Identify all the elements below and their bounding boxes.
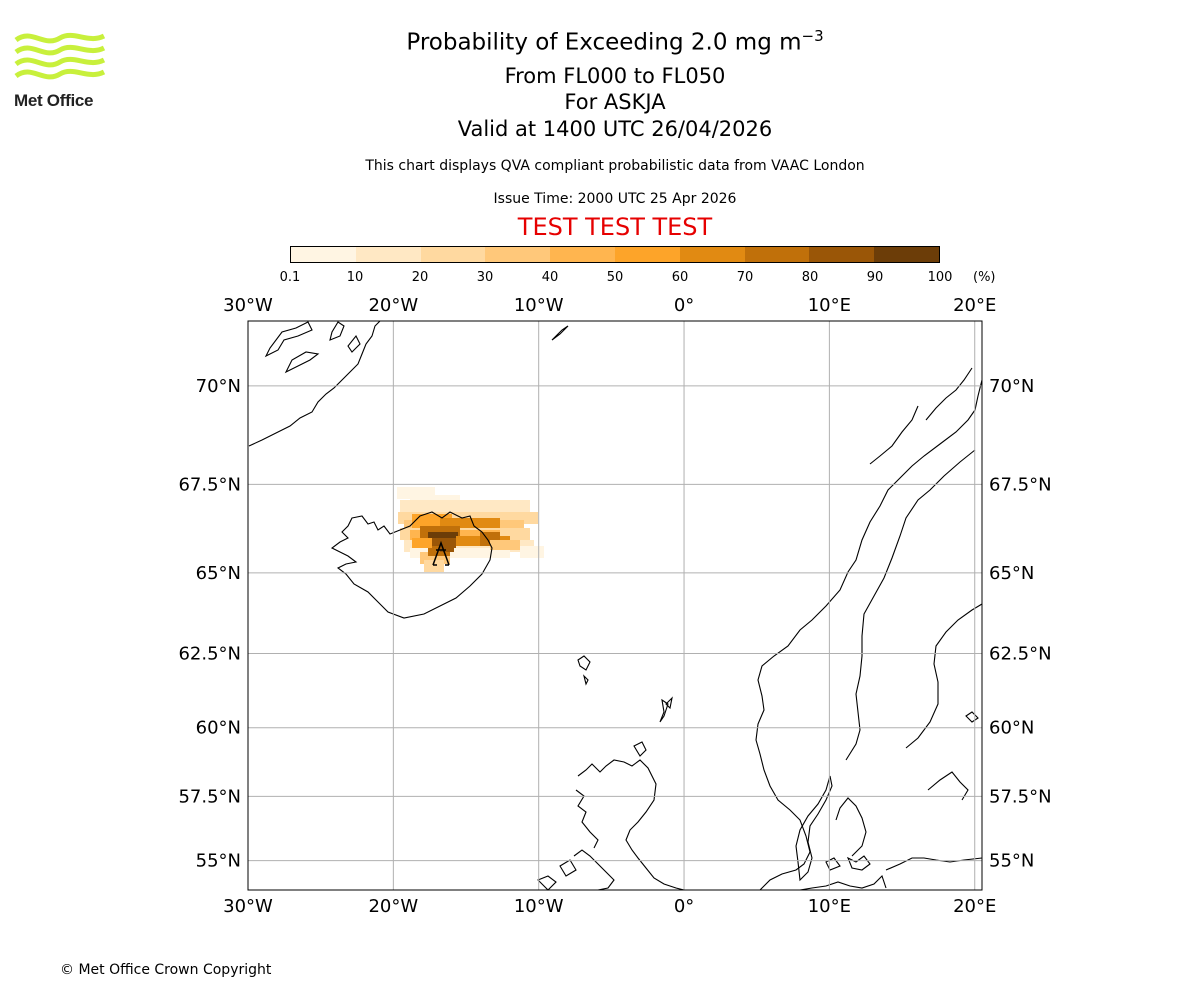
lat-tick-label: 60°N xyxy=(196,718,241,739)
lon-tick-label: 0° xyxy=(674,896,694,917)
colorbar-tick-label: 80 xyxy=(801,270,819,285)
plume-cell xyxy=(456,536,474,546)
lon-tick-label: 30°W xyxy=(223,896,273,917)
lon-tick-label: 20°E xyxy=(953,295,996,316)
plume-cell xyxy=(424,560,444,572)
colorbar-tick-label: 100 xyxy=(927,270,953,285)
plume-cell xyxy=(400,500,530,514)
colorbar-segment xyxy=(485,247,551,262)
issue-time: Issue Time: 2000 UTC 25 Apr 2026 xyxy=(493,191,737,207)
lon-tick-label: 0° xyxy=(674,295,694,316)
colorbar-segment xyxy=(550,247,615,262)
lat-tick-label: 55°N xyxy=(196,851,241,872)
lat-tick-label: 65°N xyxy=(196,563,241,584)
volcano-triangle-icon xyxy=(432,540,450,566)
plume-cell xyxy=(440,542,454,552)
colorbar-segment xyxy=(809,247,875,262)
copyright: © Met Office Crown Copyright xyxy=(60,962,272,978)
colorbar-segment xyxy=(291,247,356,262)
lon-tick-label: 10°W xyxy=(514,295,564,316)
plume-cell xyxy=(520,546,544,558)
colorbar-segment xyxy=(614,247,680,262)
colorbar-tick-label: 50 xyxy=(606,270,624,285)
flight-levels: From FL000 to FL050 xyxy=(504,64,726,88)
colorbar-segment xyxy=(355,247,421,262)
colorbar-segment xyxy=(744,247,810,262)
chart-title: Probability of Exceeding 2.0 mg m−3 xyxy=(406,27,824,56)
lon-tick-label: 10°E xyxy=(808,295,851,316)
met-office-logo xyxy=(14,32,106,80)
disclaimer: This chart displays QVA compliant probab… xyxy=(365,158,865,174)
map-chart: 30°W 30°W 20°W 20°W 10°W 10°W 0° 0° 10°E 10°E 20°E… xyxy=(178,295,1051,917)
plume-cell xyxy=(490,540,520,550)
lat-tick-label: 65°N xyxy=(989,563,1034,584)
lon-tick-label: 20°E xyxy=(953,896,996,917)
colorbar-unit: (%) xyxy=(973,270,996,285)
colorbar-segment xyxy=(679,247,745,262)
colorbar-tick-label: 60 xyxy=(671,270,689,285)
valid-time: Valid at 1400 UTC 26/04/2026 xyxy=(457,117,773,141)
volcano-name: For ASKJA xyxy=(564,90,666,114)
lat-tick-label: 67.5°N xyxy=(178,474,241,495)
plume-cell xyxy=(412,538,432,548)
lat-tick-label: 55°N xyxy=(989,851,1034,872)
logo-text: Met Office xyxy=(14,91,94,110)
lat-tick-label: 57.5°N xyxy=(178,786,241,807)
lat-tick-label: 70°N xyxy=(989,376,1034,397)
colorbar xyxy=(290,246,940,263)
colorbar-tick-label: 70 xyxy=(736,270,754,285)
lat-tick-label: 70°N xyxy=(196,376,241,397)
colorbar-segment xyxy=(420,247,486,262)
colorbar-tick-label: 0.1 xyxy=(279,270,301,285)
ash-probability-plume xyxy=(397,487,544,572)
plume-cell xyxy=(428,546,450,556)
colorbar-tick-label: 30 xyxy=(476,270,494,285)
colorbar-tick-label: 10 xyxy=(346,270,364,285)
lat-tick-label: 60°N xyxy=(989,718,1034,739)
lon-tick-label: 10°E xyxy=(808,896,851,917)
test-banner: TEST TEST TEST xyxy=(517,213,713,241)
colorbar-tick-label: 90 xyxy=(866,270,884,285)
map-grid xyxy=(247,321,982,890)
map-frame xyxy=(247,320,983,891)
lat-tick-label: 67.5°N xyxy=(989,474,1052,495)
coastlines xyxy=(248,320,983,891)
plume-cell xyxy=(410,548,510,558)
lat-tick-label: 57.5°N xyxy=(989,786,1052,807)
colorbar-segment xyxy=(874,247,939,262)
lon-tick-label: 10°W xyxy=(514,896,564,917)
lat-tick-label: 62.5°N xyxy=(989,644,1052,665)
map-axis-labels: 30°W 30°W 20°W 20°W 10°W 10°W 0° 0° 10°E 10°E 20°E… xyxy=(178,295,1051,917)
colorbar-tick-label: 40 xyxy=(541,270,559,285)
lon-tick-label: 20°W xyxy=(368,295,418,316)
lat-tick-label: 62.5°N xyxy=(178,644,241,665)
colorbar-tick-label: 20 xyxy=(411,270,429,285)
lon-tick-label: 30°W xyxy=(223,295,273,316)
lon-tick-label: 20°W xyxy=(368,896,418,917)
